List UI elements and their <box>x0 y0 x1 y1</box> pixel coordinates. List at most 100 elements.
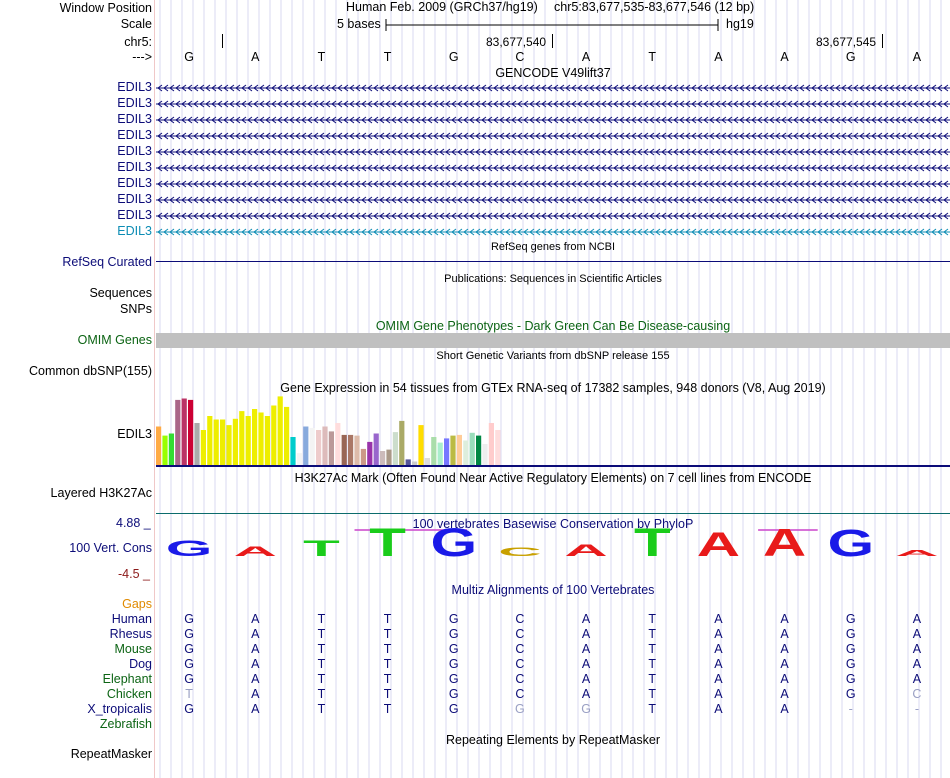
alignment-base: A <box>780 657 789 671</box>
gtex-tissue-bar <box>175 399 181 465</box>
coord-right: 83,677,545 <box>816 35 877 49</box>
gencode-transcript-line[interactable] <box>156 226 950 238</box>
gencode-transcript-line[interactable] <box>156 178 950 190</box>
phylop-letter: A <box>697 526 740 562</box>
species-label[interactable]: Rhesus <box>109 627 152 641</box>
ruler-tick <box>552 34 553 48</box>
gtex-tissue-bar <box>284 406 290 465</box>
alignment-base: G <box>845 627 856 641</box>
alignment-base: A <box>714 612 723 626</box>
alignment-base: A <box>780 702 789 716</box>
gencode-title[interactable]: GENCODE V49lift37 <box>495 66 611 80</box>
gtex-tissue-bar <box>194 423 200 465</box>
alignment-base: A <box>581 657 591 671</box>
alignment-base: A <box>780 672 789 686</box>
gtex-title[interactable]: Gene Expression in 54 tissues from GTEx … <box>280 381 826 395</box>
alignment-base: G <box>448 612 459 626</box>
gtex-label[interactable]: EDIL3 <box>117 427 152 441</box>
alignment-base: A <box>714 642 723 656</box>
gtex-tissue-bar <box>252 409 258 465</box>
gencode-gene-label[interactable]: EDIL3 <box>117 176 152 190</box>
gencode-gene-label[interactable]: EDIL3 <box>117 208 152 222</box>
alignment-base: A <box>581 672 591 686</box>
phylop-title[interactable]: 100 vertebrates Basewise Conservation by… <box>412 517 694 531</box>
species-label[interactable]: Zebrafish <box>99 717 152 731</box>
alignment-base: T <box>317 702 326 716</box>
alignment-base: - <box>848 702 853 716</box>
alignment-base: A <box>251 642 260 656</box>
gtex-tissue-bar <box>399 420 405 465</box>
alignment-base: T <box>317 642 326 656</box>
alignment-base: A <box>581 612 591 626</box>
alignment-base: T <box>383 657 392 671</box>
alignment-base: A <box>714 702 723 716</box>
gencode-transcript-line[interactable] <box>156 162 950 174</box>
h3k27ac-label[interactable]: Layered H3K27Ac <box>50 486 152 500</box>
phylop-letter: A <box>895 549 938 558</box>
species-label[interactable]: Human <box>111 612 152 626</box>
alignment-base: G <box>448 642 459 656</box>
species-label[interactable]: Elephant <box>102 672 152 686</box>
h3k27ac-baseline <box>156 513 950 514</box>
alignment-base: C <box>515 672 525 686</box>
alignment-base: T <box>383 612 392 626</box>
gtex-tissue-bar <box>418 425 424 465</box>
gencode-gene-label[interactable]: EDIL3 <box>117 192 152 206</box>
omim-title[interactable]: OMIM Gene Phenotypes - Dark Green Can Be… <box>375 319 731 333</box>
alignment-base: T <box>648 702 657 716</box>
h3k27ac-title[interactable]: H3K27Ac Mark (Often Found Near Active Re… <box>294 471 812 485</box>
gencode-gene-label[interactable]: EDIL3 <box>117 224 152 238</box>
gencode-transcript-line[interactable] <box>156 82 950 94</box>
gencode-transcript-line[interactable] <box>156 130 950 142</box>
species-label[interactable]: Mouse <box>114 642 152 656</box>
phylop-label[interactable]: 100 Vert. Cons <box>69 541 152 555</box>
gencode-transcript-line[interactable] <box>156 114 950 126</box>
refseq-label[interactable]: RefSeq Curated <box>62 255 152 269</box>
alignment-base: A <box>251 702 260 716</box>
strand-label: ---> <box>132 50 152 64</box>
gtex-tissue-bar <box>476 435 482 465</box>
publications-title[interactable]: Publications: Sequences in Scientific Ar… <box>444 273 662 285</box>
alignment-base: C <box>515 627 525 641</box>
dbsnp-label[interactable]: Common dbSNP(155) <box>29 364 152 378</box>
repeatmasker-title[interactable]: Repeating Elements by RepeatMasker <box>445 733 660 747</box>
species-label[interactable]: X_tropicalis <box>87 702 152 716</box>
sequences-label[interactable]: Sequences <box>89 286 152 300</box>
alignment-base: C <box>515 612 525 626</box>
dbsnp-title[interactable]: Short Genetic Variants from dbSNP releas… <box>436 350 670 362</box>
omim-label[interactable]: OMIM Genes <box>77 333 152 347</box>
gtex-tissue-bar <box>488 423 494 465</box>
gencode-transcript-line[interactable] <box>156 210 950 222</box>
alignment-base: T <box>317 612 326 626</box>
gencode-transcript-line[interactable] <box>156 146 950 158</box>
gencode-transcript-line[interactable] <box>156 194 950 206</box>
phylop-letter: T <box>303 536 340 561</box>
refseq-title[interactable]: RefSeq genes from NCBI <box>490 241 616 253</box>
multiz-title[interactable]: Multiz Alignments of 100 Vertebrates <box>451 583 655 597</box>
gtex-bar-chart[interactable] <box>156 395 950 469</box>
refseq-gene-line[interactable] <box>156 261 950 262</box>
repeatmasker-label[interactable]: RepeatMasker <box>70 747 152 761</box>
gencode-transcript-line[interactable] <box>156 98 950 110</box>
alignment-base: T <box>648 627 657 641</box>
alignment-base: T <box>317 657 326 671</box>
gencode-gene-label[interactable]: EDIL3 <box>117 96 152 110</box>
gtex-tissue-bar <box>156 426 162 465</box>
species-label[interactable]: Chicken <box>106 687 152 701</box>
gtex-tissue-bar <box>437 442 443 465</box>
gencode-gene-label[interactable]: EDIL3 <box>117 112 152 126</box>
alignment-base: A <box>912 672 922 686</box>
gencode-gene-label[interactable]: EDIL3 <box>117 128 152 142</box>
gencode-gene-label[interactable]: EDIL3 <box>117 80 152 94</box>
gtex-tissue-bar <box>341 434 347 465</box>
reference-base: T <box>317 50 326 64</box>
alignment-base: T <box>383 627 392 641</box>
snps-label[interactable]: SNPs <box>120 302 152 316</box>
gencode-gene-label[interactable]: EDIL3 <box>117 144 152 158</box>
omim-feature-bar[interactable] <box>156 333 950 348</box>
species-label[interactable]: Dog <box>129 657 152 671</box>
gencode-gene-label[interactable]: EDIL3 <box>117 160 152 174</box>
alignment-base: G <box>581 702 591 716</box>
gtex-tissue-bar <box>354 435 360 465</box>
